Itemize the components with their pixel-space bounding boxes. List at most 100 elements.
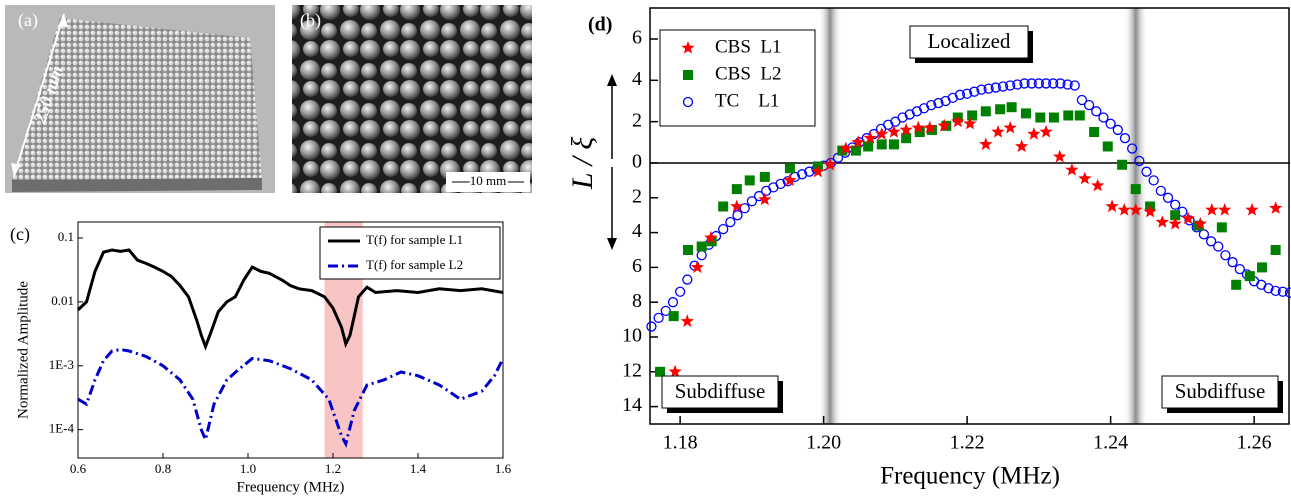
x-tick-label: 1.6	[495, 461, 512, 476]
circle-marker	[1127, 143, 1138, 154]
star-marker	[863, 131, 877, 144]
y-tick-label: 8	[632, 290, 642, 312]
circle-marker	[926, 99, 937, 111]
circle-marker	[725, 217, 736, 228]
panel-label: (d)	[588, 14, 612, 36]
circle-marker	[1162, 192, 1174, 203]
circle-marker	[1170, 199, 1181, 210]
circle-marker	[696, 250, 707, 261]
circle-marker	[1098, 112, 1109, 123]
circle-marker	[646, 321, 657, 332]
sample-slab	[12, 18, 262, 180]
x-tick-label: 0.6	[70, 461, 87, 476]
circle-marker	[682, 274, 693, 285]
square-marker	[888, 139, 899, 150]
square-marker	[1216, 222, 1227, 233]
circle-marker	[746, 196, 758, 207]
circle-marker	[1227, 257, 1238, 268]
panel-label: (b)	[300, 10, 321, 31]
annotation-box	[909, 25, 1029, 59]
y-tick-label: 0	[632, 151, 642, 173]
square-marker	[1006, 102, 1017, 113]
square-marker	[1231, 279, 1242, 290]
star-marker	[1181, 211, 1195, 225]
photo-a: (a) 250 mm	[5, 5, 275, 193]
circle-marker	[1270, 285, 1281, 297]
x-tick-label: 1.4	[410, 461, 427, 476]
x-tick-label: 1.20	[806, 432, 841, 454]
circle-marker	[804, 166, 815, 177]
star-marker	[811, 164, 825, 178]
circle-marker	[682, 96, 694, 108]
circle-marker	[1134, 155, 1145, 167]
circle-marker	[1005, 80, 1016, 91]
star-marker	[1218, 203, 1232, 216]
x-axis-label: Frequency (MHz)	[880, 463, 1060, 490]
square-marker	[1020, 108, 1031, 119]
circle-marker	[1048, 78, 1059, 89]
legend-label: T(f) for sample L2	[366, 257, 463, 272]
star-marker	[875, 127, 889, 140]
circle-marker	[660, 305, 671, 317]
star-marker	[887, 125, 901, 138]
star-marker	[758, 192, 772, 206]
star-marker	[1105, 199, 1119, 213]
star-marker	[823, 157, 837, 171]
square-marker	[784, 163, 795, 174]
circle-marker	[674, 286, 686, 297]
y-tick-label: 0.1	[58, 229, 74, 244]
chart-c: 0.6 0.8 1.0 1.2 1.4 1.6 0.1 0.01 1E-3 1E-4 Frequen…	[10, 221, 512, 495]
star-marker	[851, 135, 865, 148]
square-marker	[696, 241, 707, 252]
circle-marker	[1026, 78, 1037, 89]
legend-label: CBS L2	[715, 63, 782, 84]
star-marker	[783, 173, 797, 187]
star-marker	[963, 116, 977, 130]
x-tick-label: 1.24	[1093, 432, 1128, 454]
circle-marker	[1069, 80, 1080, 91]
star-marker	[1053, 149, 1067, 163]
star-marker	[1245, 203, 1259, 216]
star-marker	[730, 199, 744, 213]
circle-marker	[1234, 263, 1245, 275]
square-marker	[1035, 112, 1046, 123]
square-marker	[759, 171, 770, 182]
x-tick-label: 1.26	[1237, 432, 1272, 454]
square-marker	[837, 145, 848, 156]
square-marker	[863, 141, 874, 152]
square-marker	[1244, 271, 1255, 282]
arrow-head	[11, 163, 21, 176]
circle-marker	[732, 210, 743, 221]
circle-marker	[1277, 286, 1288, 297]
circle-marker	[667, 297, 679, 308]
star-marker	[991, 125, 1005, 138]
annotation: Subdiffuse	[1175, 379, 1266, 403]
star-marker	[1155, 215, 1169, 228]
circle-marker	[1033, 78, 1045, 89]
shaded-band	[818, 8, 843, 424]
square-marker	[706, 236, 717, 247]
circle-marker	[1019, 78, 1030, 89]
star-marker	[1078, 171, 1092, 185]
y-tick-label: 10	[622, 325, 642, 347]
circle-marker	[1091, 106, 1102, 117]
star-marker	[690, 260, 704, 274]
star-marker	[1065, 163, 1079, 176]
square-marker	[901, 133, 912, 144]
star-marker	[899, 122, 913, 136]
data-line	[77, 347, 505, 448]
circle-marker	[796, 169, 808, 180]
axis-arrow-head	[607, 238, 617, 250]
y-tick-label: 4	[632, 68, 642, 90]
circle-marker	[954, 89, 966, 100]
circle-marker	[775, 178, 786, 190]
annotation-box	[1161, 375, 1279, 409]
circle-marker	[1220, 250, 1231, 261]
legend-label: TC L1	[715, 90, 779, 111]
circle-marker	[718, 223, 729, 235]
x-tick-label: 1.22	[950, 432, 985, 454]
circle-marker	[1119, 133, 1131, 144]
circle-marker	[997, 81, 1009, 92]
